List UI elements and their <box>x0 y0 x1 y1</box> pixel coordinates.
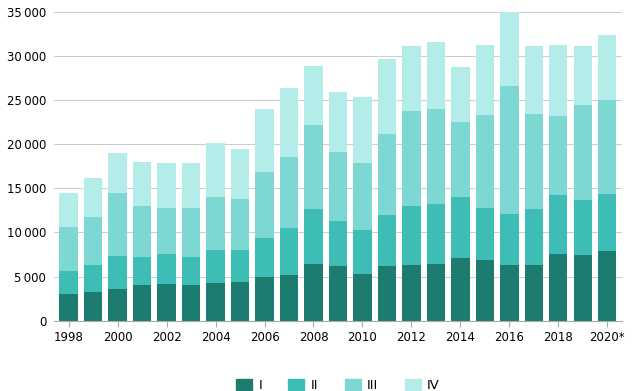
Bar <box>108 153 127 193</box>
Bar <box>60 227 78 271</box>
Bar <box>353 230 372 274</box>
Bar <box>206 283 224 321</box>
Bar <box>476 208 494 260</box>
Bar <box>133 206 152 257</box>
Bar <box>402 111 420 206</box>
Bar <box>206 197 224 250</box>
Bar <box>329 152 347 221</box>
Bar <box>157 283 176 321</box>
Bar <box>353 97 372 163</box>
Bar <box>524 209 543 265</box>
Bar <box>206 143 224 197</box>
Bar <box>84 265 102 292</box>
Bar <box>524 265 543 321</box>
Bar <box>549 196 567 255</box>
Bar <box>280 158 298 228</box>
Bar <box>451 66 470 122</box>
Bar <box>549 45 567 116</box>
Bar <box>133 257 152 285</box>
Bar <box>353 274 372 321</box>
Bar <box>500 265 519 321</box>
Bar <box>304 264 323 321</box>
Bar <box>280 88 298 158</box>
Bar <box>182 285 200 321</box>
Bar <box>476 45 494 115</box>
Bar <box>304 66 323 125</box>
Bar <box>378 266 396 321</box>
Bar <box>60 193 78 227</box>
Bar <box>133 285 152 321</box>
Bar <box>206 250 224 283</box>
Bar <box>574 200 592 255</box>
Bar <box>353 163 372 230</box>
Bar <box>256 238 274 277</box>
Bar <box>378 215 396 266</box>
Bar <box>304 209 323 264</box>
Bar <box>157 255 176 283</box>
Bar <box>256 277 274 321</box>
Bar <box>500 12 519 86</box>
Bar <box>329 221 347 266</box>
Bar <box>500 86 519 214</box>
Bar <box>231 149 249 199</box>
Bar <box>280 228 298 275</box>
Bar <box>84 292 102 321</box>
Bar <box>402 47 420 111</box>
Bar <box>427 42 445 109</box>
Bar <box>231 199 249 250</box>
Bar <box>280 275 298 321</box>
Bar <box>598 194 616 251</box>
Bar <box>378 59 396 134</box>
Bar <box>451 258 470 321</box>
Bar <box>133 162 152 206</box>
Bar <box>524 114 543 209</box>
Bar <box>451 122 470 197</box>
Bar <box>451 197 470 258</box>
Bar <box>598 251 616 321</box>
Bar <box>157 208 176 255</box>
Bar <box>427 264 445 321</box>
Bar <box>402 265 420 321</box>
Bar <box>108 193 127 256</box>
Bar <box>427 109 445 204</box>
Bar <box>182 163 200 208</box>
Bar <box>500 214 519 265</box>
Bar <box>524 47 543 114</box>
Bar <box>574 255 592 321</box>
Legend: I, II, III, IV: I, II, III, IV <box>231 373 445 391</box>
Bar <box>476 260 494 321</box>
Bar <box>60 294 78 321</box>
Bar <box>304 125 323 209</box>
Bar <box>157 163 176 208</box>
Bar <box>574 104 592 200</box>
Bar <box>598 35 616 100</box>
Bar <box>231 282 249 321</box>
Bar <box>182 257 200 285</box>
Bar <box>598 100 616 194</box>
Bar <box>402 206 420 265</box>
Bar <box>329 266 347 321</box>
Bar <box>60 271 78 294</box>
Bar <box>108 289 127 321</box>
Bar <box>329 92 347 152</box>
Bar <box>231 250 249 282</box>
Bar <box>476 115 494 208</box>
Bar <box>256 172 274 238</box>
Bar <box>427 204 445 264</box>
Bar <box>549 255 567 321</box>
Bar <box>182 208 200 257</box>
Bar <box>549 116 567 196</box>
Bar <box>84 217 102 265</box>
Bar <box>378 134 396 215</box>
Bar <box>84 178 102 217</box>
Bar <box>574 47 592 104</box>
Bar <box>256 109 274 172</box>
Bar <box>108 256 127 289</box>
